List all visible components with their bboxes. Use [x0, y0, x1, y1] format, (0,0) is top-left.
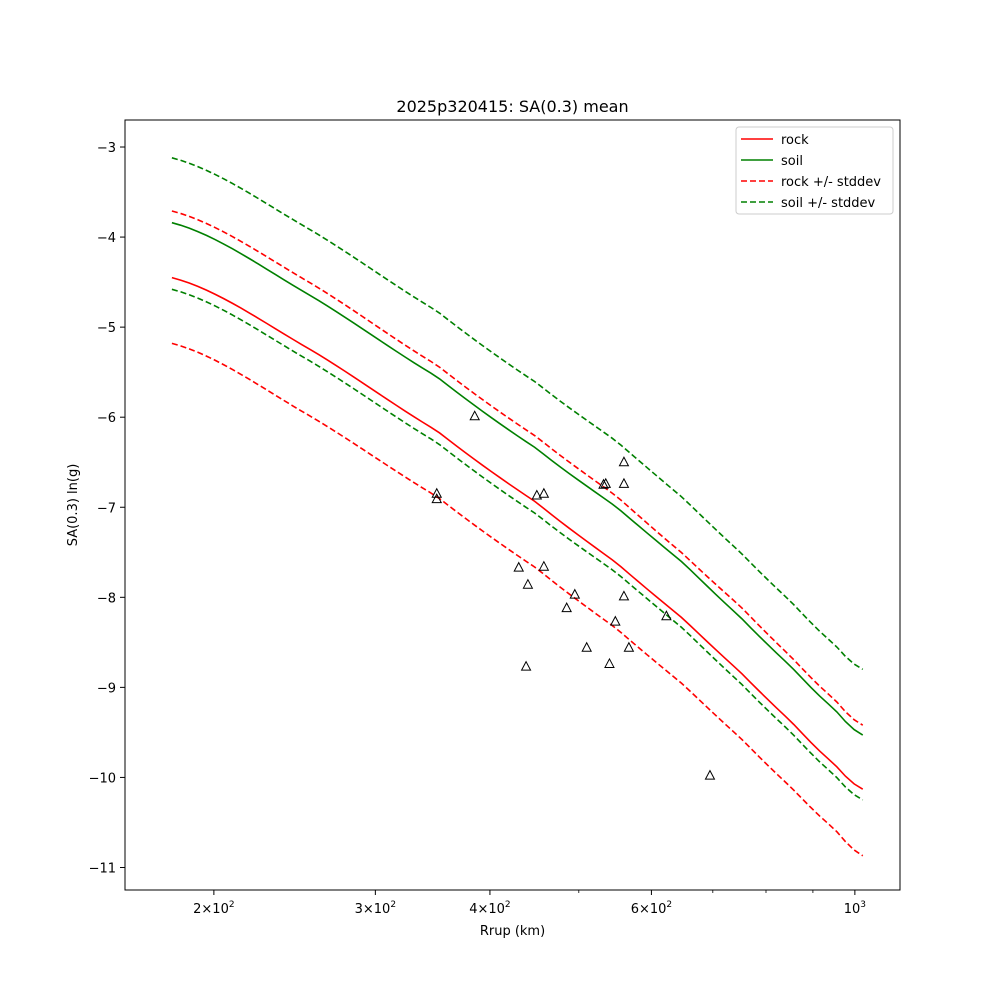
observation-point	[581, 641, 593, 652]
x-tick-label-3: 6×102	[631, 900, 672, 917]
chart-title: 2025p320415: SA(0.3) mean	[396, 97, 628, 116]
observation-point	[604, 657, 615, 668]
observation-point	[431, 493, 443, 504]
x-tick-label-4: 103	[844, 900, 866, 917]
observation-point	[618, 590, 630, 601]
y-tick-label-6: −9	[97, 681, 116, 696]
legend-label-0: rock	[781, 133, 809, 148]
y-tick-label-3: −6	[97, 411, 116, 426]
y-tick-label-5: −8	[97, 591, 116, 606]
legend: rock soil rock +/- stddev soil +/- stddev	[735, 126, 894, 215]
x-tick-label-0: 2×102	[193, 900, 234, 917]
observation-point	[704, 769, 716, 780]
observation-point	[623, 641, 635, 652]
observation-point	[513, 561, 525, 572]
x-axis-title: Rrup (km)	[480, 924, 545, 939]
observation-point	[561, 602, 573, 613]
y-tick-label-0: −3	[97, 141, 116, 156]
observation-point	[609, 615, 621, 626]
series-line-soil-stddev	[171, 288, 864, 801]
plot-frame	[124, 119, 901, 891]
observation-point	[520, 660, 532, 671]
y-axis-title: SA(0.3) ln(g)	[66, 464, 81, 547]
y-tick-label-2: −5	[97, 321, 116, 336]
observation-point	[431, 487, 443, 498]
legend-label-3: soil +/- stddev	[781, 196, 876, 211]
series-line-rock-stddev	[171, 210, 864, 726]
observation-point	[538, 560, 550, 571]
observation-point	[598, 478, 609, 489]
legend-box	[735, 126, 894, 215]
observation-point	[618, 477, 630, 488]
tick-layer: 2×102 3×102 4×102 6×102 103 −3 −4 −5 −6 −7 −8 −9 −10…	[89, 141, 866, 917]
series-line-soil	[171, 221, 864, 736]
observation-point	[661, 610, 672, 621]
observation-point	[522, 578, 534, 589]
legend-label-1: soil	[781, 154, 803, 169]
observation-point	[600, 477, 612, 488]
observation-point	[469, 410, 481, 421]
series-line-soil-stddev	[171, 157, 864, 671]
series-line-rock	[171, 276, 864, 790]
x-tick-label-2: 4×102	[469, 900, 510, 917]
observation-point	[531, 489, 543, 500]
x-tick-label-1: 3×102	[355, 900, 396, 917]
series-line-rock-stddev	[171, 342, 864, 857]
y-tick-label-8: −11	[89, 861, 116, 876]
observation-layer	[431, 410, 716, 780]
y-tick-label-1: −4	[97, 231, 116, 246]
observation-point	[538, 487, 550, 498]
y-tick-label-4: −7	[97, 501, 116, 516]
observation-point	[618, 456, 630, 467]
observation-point	[569, 588, 581, 599]
series-layer	[171, 157, 864, 857]
legend-label-2: rock +/- stddev	[781, 175, 881, 190]
y-tick-label-7: −10	[89, 771, 116, 786]
